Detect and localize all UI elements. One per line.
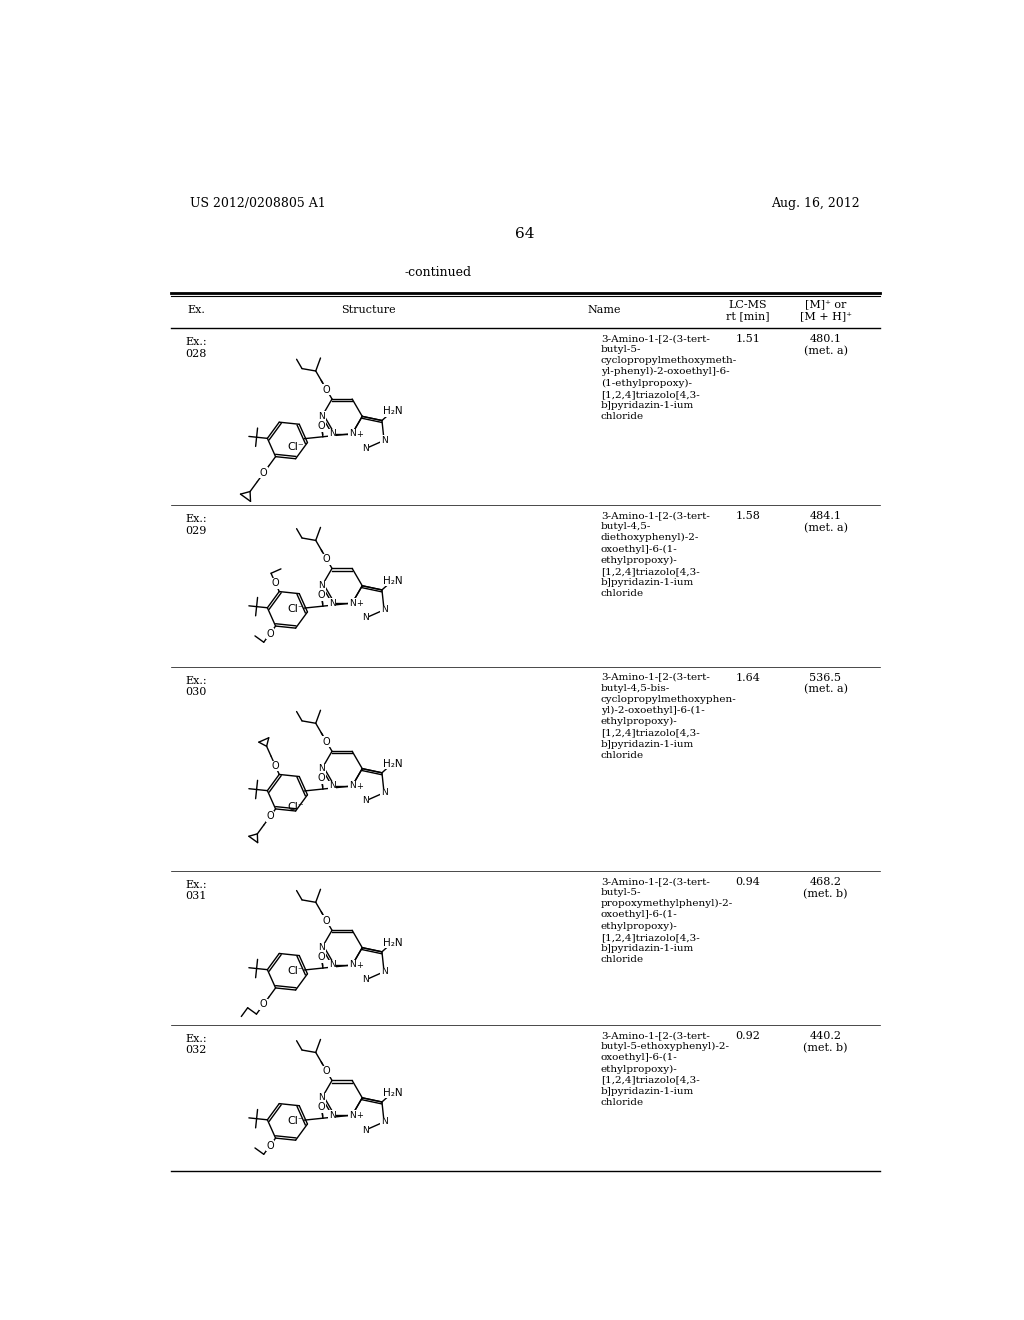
Text: +: + (356, 961, 362, 970)
Text: O: O (317, 774, 326, 783)
Text: N: N (318, 1093, 326, 1102)
Text: -continued: -continued (404, 265, 472, 279)
Text: 0.92: 0.92 (735, 1031, 761, 1040)
Text: N: N (318, 581, 326, 590)
Text: N: N (362, 796, 369, 805)
Text: Structure: Structure (341, 305, 395, 315)
Text: O: O (266, 1140, 274, 1151)
Text: N: N (381, 436, 387, 445)
Text: Cl⁻: Cl⁻ (287, 1115, 304, 1126)
Text: H₂N: H₂N (383, 937, 402, 948)
Text: N: N (349, 781, 355, 791)
Text: 3-Amino-1-[2-(3-tert-
butyl-4,5-
diethoxyphenyl)-2-
oxoethyl]-6-(1-
ethylpropoxy: 3-Amino-1-[2-(3-tert- butyl-4,5- diethox… (601, 511, 710, 598)
Text: 440.2
(met. b): 440.2 (met. b) (803, 1031, 848, 1053)
Text: 64: 64 (515, 227, 535, 240)
Text: N: N (329, 781, 336, 791)
Text: O: O (317, 1102, 326, 1113)
Text: O: O (323, 554, 331, 564)
Text: N: N (362, 444, 369, 453)
Text: 3-Amino-1-[2-(3-tert-
butyl-5-
propoxymethylphenyl)-2-
oxoethyl]-6-(1-
ethylprop: 3-Amino-1-[2-(3-tert- butyl-5- propoxyme… (601, 876, 733, 964)
Text: 484.1
(met. a): 484.1 (met. a) (804, 511, 848, 533)
Text: Aug. 16, 2012: Aug. 16, 2012 (771, 197, 859, 210)
Text: Cl⁻: Cl⁻ (287, 966, 304, 975)
Text: O: O (266, 812, 274, 821)
Text: O: O (271, 762, 280, 771)
Text: LC-MS
rt [min]: LC-MS rt [min] (726, 300, 770, 321)
Text: O: O (323, 916, 331, 925)
Text: 536.5
(met. a): 536.5 (met. a) (804, 673, 848, 694)
Text: Cl⁻: Cl⁻ (287, 803, 304, 812)
Text: O: O (317, 952, 326, 962)
Text: O: O (271, 578, 280, 589)
Text: 3-Amino-1-[2-(3-tert-
butyl-5-
cyclopropylmethoxymeth-
yl-phenyl)-2-oxoethyl]-6-: 3-Amino-1-[2-(3-tert- butyl-5- cycloprop… (601, 334, 737, 421)
Text: +: + (356, 783, 362, 791)
Text: Ex.:
032: Ex.: 032 (185, 1034, 207, 1056)
Text: N: N (318, 944, 326, 952)
Text: 3-Amino-1-[2-(3-tert-
butyl-5-ethoxyphenyl)-2-
oxoethyl]-6-(1-
ethylpropoxy)-
[1: 3-Amino-1-[2-(3-tert- butyl-5-ethoxyphen… (601, 1031, 730, 1107)
Text: Ex.:
029: Ex.: 029 (185, 515, 207, 536)
Text: N: N (329, 1110, 336, 1119)
Text: [M]⁺ or
[M + H]⁺: [M]⁺ or [M + H]⁺ (800, 300, 852, 321)
Text: N: N (329, 961, 336, 969)
Text: O: O (323, 384, 331, 395)
Text: N: N (381, 968, 387, 977)
Text: US 2012/0208805 A1: US 2012/0208805 A1 (190, 197, 326, 210)
Text: 468.2
(met. b): 468.2 (met. b) (803, 876, 848, 899)
Text: Ex.:
028: Ex.: 028 (185, 337, 207, 359)
Text: N: N (349, 961, 355, 969)
Text: H₂N: H₂N (383, 576, 402, 586)
Text: 1.64: 1.64 (735, 673, 761, 682)
Text: N: N (362, 614, 369, 623)
Text: N: N (349, 598, 355, 607)
Text: 3-Amino-1-[2-(3-tert-
butyl-4,5-bis-
cyclopropylmethoxyphen-
yl)-2-oxoethyl]-6-(: 3-Amino-1-[2-(3-tert- butyl-4,5-bis- cyc… (601, 673, 736, 760)
Text: O: O (323, 1067, 331, 1076)
Text: Cl⁻: Cl⁻ (287, 442, 304, 453)
Text: N: N (318, 764, 326, 774)
Text: Ex.:
030: Ex.: 030 (185, 676, 207, 697)
Text: Ex.:
031: Ex.: 031 (185, 880, 207, 902)
Text: 480.1
(met. a): 480.1 (met. a) (804, 334, 848, 356)
Text: 0.94: 0.94 (735, 876, 761, 887)
Text: 1.51: 1.51 (735, 334, 761, 345)
Text: O: O (317, 590, 326, 601)
Text: N: N (362, 975, 369, 985)
Text: +: + (356, 599, 362, 609)
Text: O: O (317, 421, 326, 432)
Text: H₂N: H₂N (383, 1088, 402, 1098)
Text: N: N (381, 1117, 387, 1126)
Text: O: O (260, 467, 267, 478)
Text: Ex.: Ex. (187, 305, 205, 315)
Text: O: O (323, 737, 331, 747)
Text: H₂N: H₂N (383, 759, 402, 768)
Text: +: + (356, 430, 362, 438)
Text: H₂N: H₂N (383, 407, 402, 416)
Text: 1.58: 1.58 (735, 511, 761, 521)
Text: Name: Name (588, 305, 622, 315)
Text: O: O (266, 628, 274, 639)
Text: N: N (318, 412, 326, 421)
Text: N: N (329, 429, 336, 438)
Text: +: + (356, 1111, 362, 1121)
Text: N: N (362, 1126, 369, 1134)
Text: N: N (381, 788, 387, 797)
Text: N: N (349, 429, 355, 438)
Text: O: O (260, 999, 267, 1010)
Text: N: N (349, 1110, 355, 1119)
Text: Cl⁻: Cl⁻ (287, 603, 304, 614)
Text: N: N (329, 598, 336, 607)
Text: N: N (381, 606, 387, 614)
